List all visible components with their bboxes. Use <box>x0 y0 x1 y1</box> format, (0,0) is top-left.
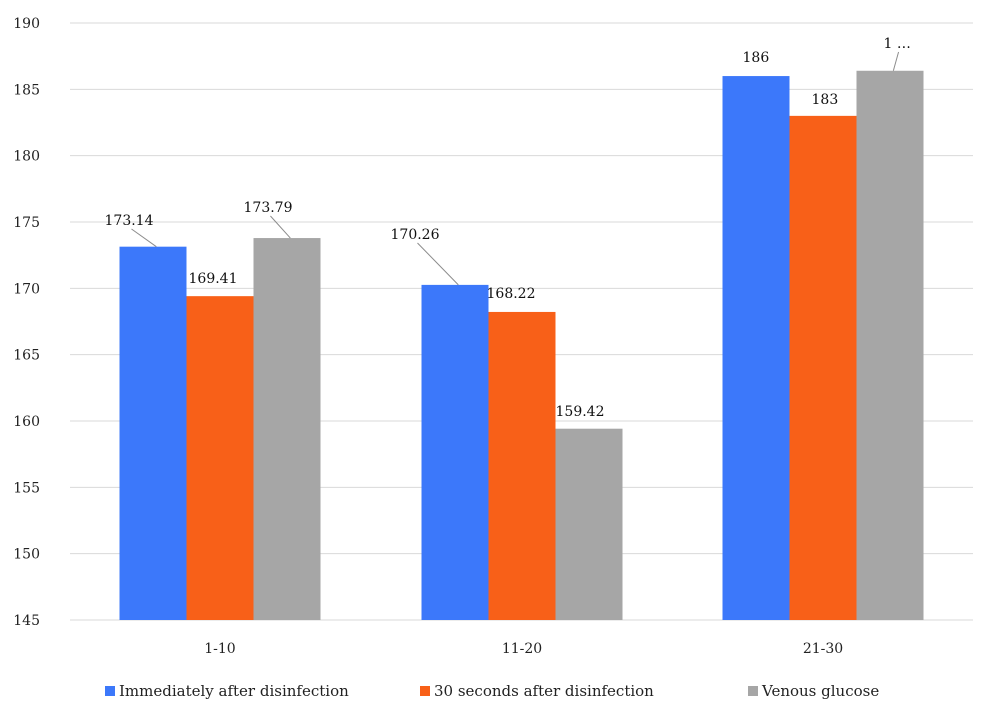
y-tick-label-180: 180 <box>13 149 40 165</box>
bar-1-10-series-3 <box>253 238 321 620</box>
y-tick-label-175: 175 <box>13 215 40 231</box>
x-tick-label-11-20: 11-20 <box>502 641 542 657</box>
data-label-21-30-series-2: 183 <box>812 92 839 108</box>
y-tick-label-155: 155 <box>13 480 40 496</box>
y-tick-label-150: 150 <box>13 547 40 563</box>
data-label-11-20-series-3: 159.42 <box>556 404 605 420</box>
y-tick-label-160: 160 <box>13 414 40 430</box>
data-label-1-10-series-3: 173.79 <box>244 200 293 216</box>
legend-label-2: 30 seconds after disinfection <box>434 682 654 700</box>
bar-1-10-series-1 <box>119 246 187 620</box>
legend-label-1: Immediately after disinfection <box>119 682 349 700</box>
leader-line-21-30-series-3 <box>892 51 900 71</box>
y-tick-label-165: 165 <box>13 348 40 364</box>
legend-swatch-2 <box>420 686 430 696</box>
data-label-11-20-series-1: 170.26 <box>391 227 440 243</box>
bar-11-20-series-2 <box>488 311 556 620</box>
data-label-1-10-series-2: 169.41 <box>189 271 238 287</box>
legend-swatch-1 <box>105 686 115 696</box>
data-label-11-20-series-2: 168.22 <box>487 286 536 302</box>
y-tick-label-190: 190 <box>13 16 40 32</box>
leader-line-1-10-series-1 <box>131 228 157 248</box>
bar-1-10-series-2 <box>186 296 254 620</box>
legend-label-3: Venous glucose <box>761 682 879 700</box>
data-label-21-30-series-3: 1 … <box>884 36 911 52</box>
data-label-1-10-series-1: 173.14 <box>105 213 154 229</box>
x-tick-label-1-10: 1-10 <box>204 641 235 657</box>
y-tick-label-170: 170 <box>13 281 40 297</box>
bar-21-30-series-1 <box>722 76 790 621</box>
bar-21-30-series-3 <box>856 70 924 620</box>
bar-11-20-series-3 <box>555 428 623 620</box>
y-tick-label-145: 145 <box>13 613 40 629</box>
leader-line-11-20-series-1 <box>417 242 459 286</box>
legend-swatch-3 <box>748 686 758 696</box>
bar-21-30-series-2 <box>789 115 857 620</box>
leader-line-1-10-series-3 <box>270 215 291 239</box>
data-label-21-30-series-1: 186 <box>743 50 770 66</box>
x-tick-label-21-30: 21-30 <box>803 641 843 657</box>
bar-11-20-series-1 <box>421 284 489 620</box>
y-tick-label-185: 185 <box>13 82 40 98</box>
